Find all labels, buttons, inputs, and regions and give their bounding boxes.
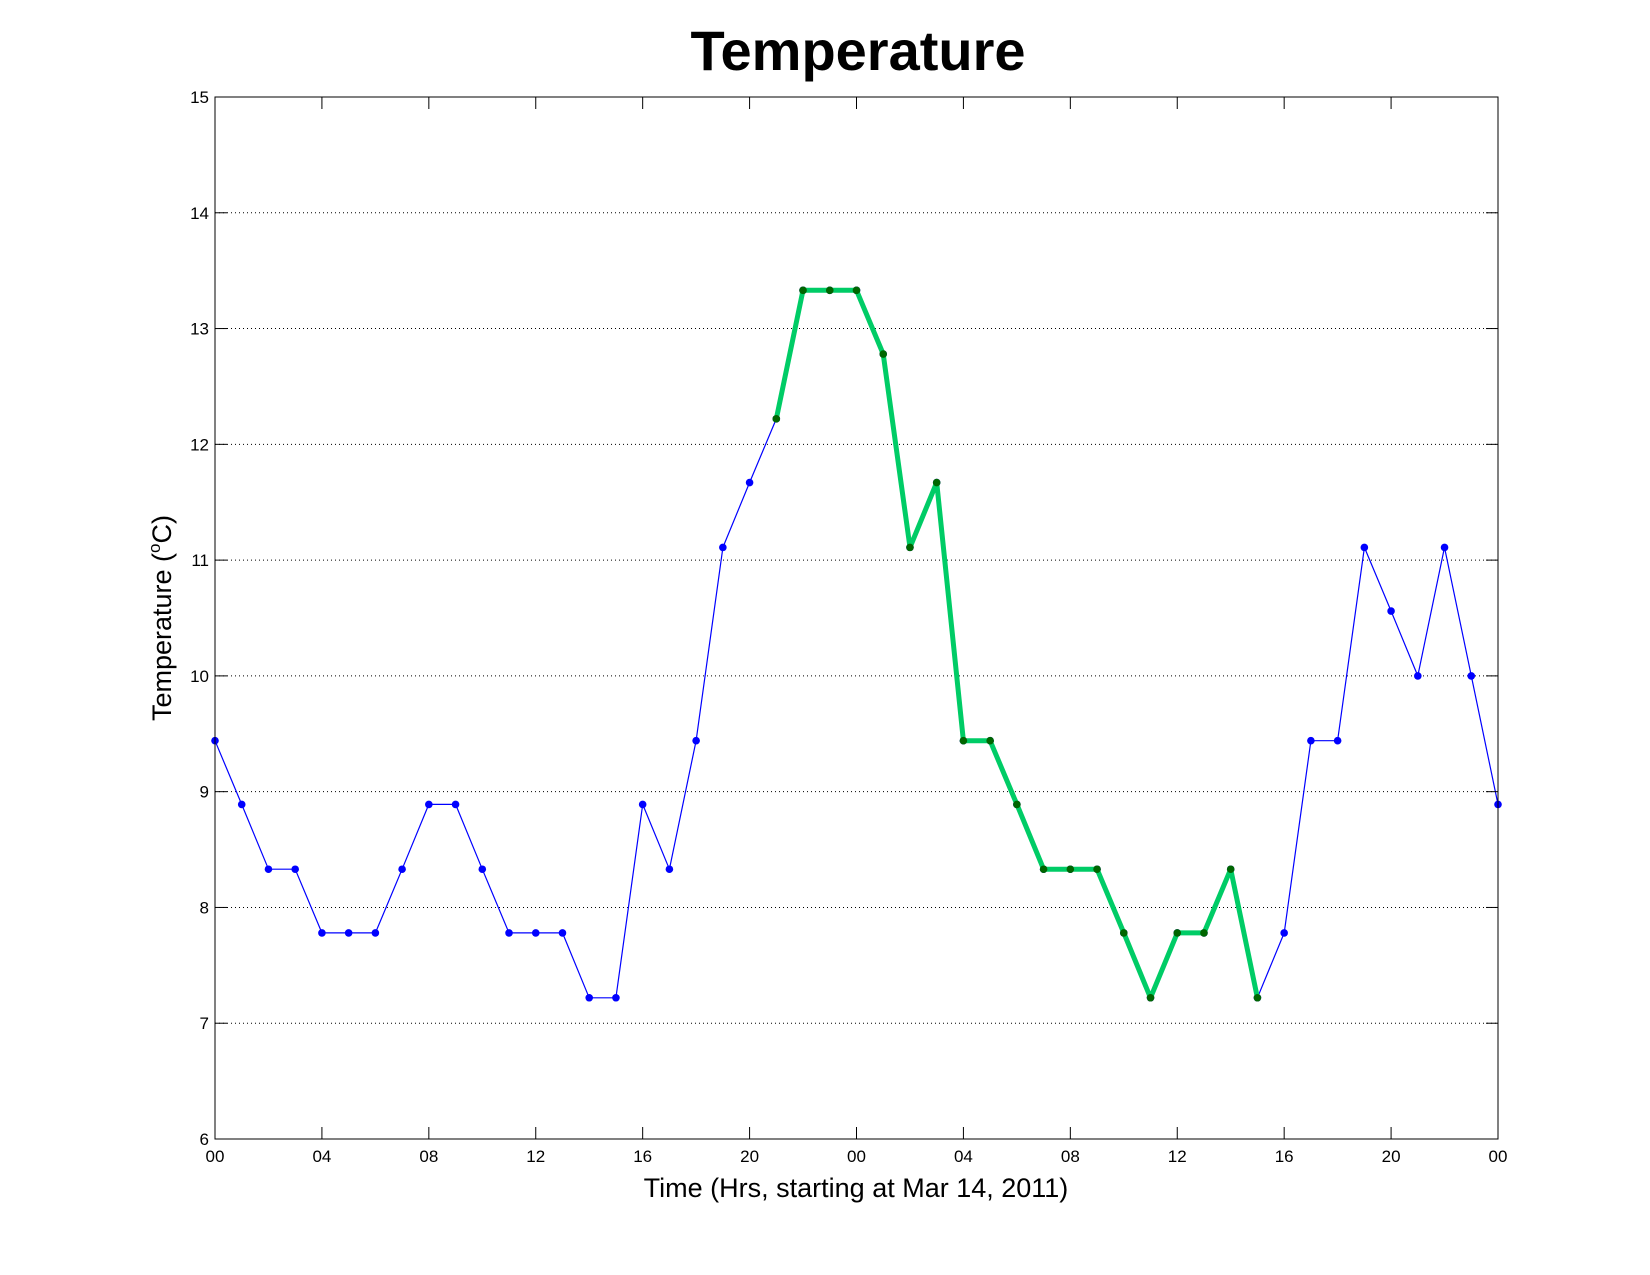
- series-2-point: [1039, 865, 1048, 874]
- series-1-point: [1387, 607, 1395, 615]
- series-1-point: [291, 865, 299, 874]
- y-tick-label: 7: [200, 1014, 209, 1033]
- y-tick-label: 15: [190, 88, 209, 107]
- series-1-point: [558, 929, 567, 937]
- series-2-point: [1173, 929, 1182, 937]
- tick-marks: [214, 96, 1499, 1140]
- series-1-point: [585, 993, 594, 1002]
- series-1-point: [237, 800, 246, 809]
- series-1-point: [1333, 736, 1342, 745]
- x-tick-label: 16: [1275, 1147, 1294, 1166]
- series-1-point: [1414, 672, 1422, 680]
- series-1-point: [344, 929, 353, 937]
- x-axis-label: Time (Hrs, starting at Mar 14, 2011): [644, 1173, 1069, 1203]
- x-tick-label: 12: [1168, 1147, 1187, 1166]
- y-axis-label: Temperature (oC): [145, 515, 177, 721]
- y-tick-label: 11: [191, 551, 209, 570]
- series-1-point: [318, 929, 326, 937]
- chart-title: Temperature: [690, 19, 1025, 82]
- y-tick-label: 10: [190, 667, 209, 686]
- series-1-point: [612, 993, 620, 1002]
- x-tick-label: 20: [740, 1147, 759, 1166]
- y-tick-label: 8: [200, 898, 209, 917]
- series-1-point: [1307, 736, 1315, 745]
- y-tick-label: 6: [200, 1130, 209, 1149]
- y-tick-label: 9: [200, 783, 209, 802]
- series-1-point: [1360, 543, 1369, 552]
- x-tick-label: 12: [526, 1147, 545, 1166]
- series-1-point: [692, 736, 700, 745]
- series-1-point: [1280, 929, 1288, 937]
- y-axis-label-degree: o: [145, 543, 164, 552]
- series-layer: [211, 286, 1502, 1002]
- x-tick-label: 00: [206, 1147, 225, 1166]
- y-tick-label: 13: [190, 320, 209, 339]
- x-tick-label: 16: [633, 1147, 652, 1166]
- series-1-point: [1467, 672, 1476, 680]
- series-2-point: [1146, 993, 1155, 1002]
- series-2-point: [879, 350, 888, 358]
- series-2-point: [1066, 865, 1075, 874]
- x-tick-label: 08: [1061, 1147, 1080, 1166]
- series-1-point: [665, 865, 674, 874]
- x-tick-label: 20: [1382, 1147, 1401, 1166]
- series-1-point: [264, 865, 273, 874]
- x-tick-label: 00: [847, 1147, 866, 1166]
- x-tick-labels: 00 04 08 12 16 20 00 04 08 12 16 20 00: [206, 1147, 1508, 1166]
- series-2-point: [1119, 929, 1128, 937]
- series-1-point: [478, 865, 487, 874]
- series-2-point: [1253, 993, 1262, 1002]
- series-2-point: [799, 286, 807, 295]
- y-tick-label: 14: [190, 204, 209, 223]
- series-2-point: [1013, 800, 1021, 809]
- series-2-point: [932, 478, 941, 487]
- series-2-point: [825, 286, 834, 295]
- series-2-point: [852, 286, 861, 295]
- series-2-point: [986, 736, 994, 745]
- x-tick-label: 00: [1489, 1147, 1508, 1166]
- y-axis-label-main: Temperature (: [147, 553, 177, 721]
- series-1-point: [371, 929, 380, 937]
- y-tick-labels: 6 7 8 9 10 11 12 13 14 15: [190, 88, 209, 1149]
- series-2-point: [1200, 929, 1208, 937]
- series-1-point: [531, 929, 540, 937]
- series-2-point: [959, 736, 968, 745]
- x-tick-label: 04: [312, 1147, 331, 1166]
- series-2-point: [906, 543, 914, 552]
- x-tick-label: 04: [954, 1147, 973, 1166]
- x-tick-label: 08: [419, 1147, 438, 1166]
- series-1-point: [398, 865, 406, 874]
- y-axis-label-tail: C): [147, 515, 177, 544]
- series-2-point: [1093, 865, 1101, 874]
- series-1-point: [719, 543, 727, 552]
- series-1-point: [425, 800, 433, 809]
- series-2-point: [1226, 865, 1235, 874]
- series-1-point: [638, 800, 647, 809]
- series-1-point: [505, 929, 513, 937]
- series-1-point: [1440, 543, 1449, 552]
- series-1-point: [451, 800, 460, 809]
- series-1-point: [745, 478, 754, 487]
- y-tick-label: 12: [190, 435, 209, 454]
- series-2-point: [772, 415, 781, 423]
